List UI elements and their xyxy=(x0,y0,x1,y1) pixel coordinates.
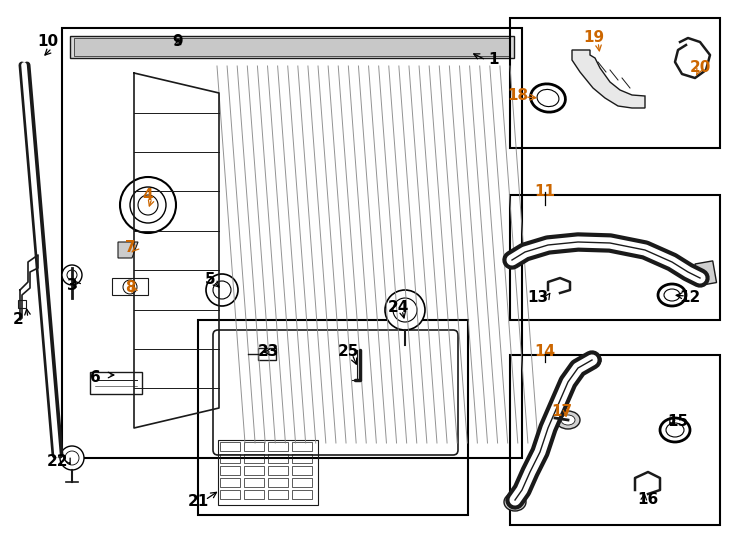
Ellipse shape xyxy=(504,493,526,511)
Bar xyxy=(70,36,514,58)
Bar xyxy=(244,442,264,451)
Circle shape xyxy=(62,265,82,285)
Text: 8: 8 xyxy=(125,280,135,295)
Text: 12: 12 xyxy=(680,291,701,306)
Ellipse shape xyxy=(537,90,559,106)
Ellipse shape xyxy=(583,353,601,367)
Bar xyxy=(18,300,26,308)
Text: 7: 7 xyxy=(125,240,135,255)
Text: 16: 16 xyxy=(637,492,658,508)
Text: 21: 21 xyxy=(187,495,208,510)
Text: 19: 19 xyxy=(584,30,605,45)
Bar xyxy=(220,466,240,475)
Text: 24: 24 xyxy=(388,300,409,315)
Bar xyxy=(220,454,240,463)
Text: 5: 5 xyxy=(205,273,215,287)
Circle shape xyxy=(60,446,84,470)
Polygon shape xyxy=(112,278,148,295)
Bar xyxy=(268,442,288,451)
Text: 25: 25 xyxy=(338,345,359,360)
Ellipse shape xyxy=(664,289,680,301)
Bar xyxy=(510,355,720,525)
Ellipse shape xyxy=(561,415,575,425)
Polygon shape xyxy=(572,50,645,108)
Circle shape xyxy=(65,451,79,465)
Bar xyxy=(258,348,276,360)
Ellipse shape xyxy=(531,84,565,112)
Ellipse shape xyxy=(660,418,690,442)
Text: 17: 17 xyxy=(551,404,573,420)
Text: 4: 4 xyxy=(142,187,153,202)
Bar xyxy=(510,18,720,148)
Circle shape xyxy=(393,298,417,322)
Bar xyxy=(244,466,264,475)
Ellipse shape xyxy=(556,411,580,429)
Bar xyxy=(292,466,312,475)
Bar xyxy=(292,454,312,463)
Text: 9: 9 xyxy=(172,35,184,50)
Circle shape xyxy=(138,195,158,215)
Text: 14: 14 xyxy=(534,345,556,360)
Bar xyxy=(268,478,288,487)
Bar xyxy=(220,490,240,499)
Text: 15: 15 xyxy=(667,415,688,429)
Circle shape xyxy=(206,274,238,306)
Bar xyxy=(510,195,720,320)
Bar xyxy=(268,466,288,475)
Text: 10: 10 xyxy=(37,35,59,50)
Circle shape xyxy=(385,290,425,330)
Bar xyxy=(244,454,264,463)
Text: 11: 11 xyxy=(534,185,556,199)
Bar xyxy=(268,454,288,463)
Bar xyxy=(292,490,312,499)
Text: 6: 6 xyxy=(90,370,101,386)
Text: 22: 22 xyxy=(47,455,69,469)
Bar xyxy=(62,28,522,458)
Polygon shape xyxy=(118,242,138,258)
Circle shape xyxy=(130,187,166,223)
Ellipse shape xyxy=(666,423,684,437)
Bar xyxy=(268,490,288,499)
Bar xyxy=(695,261,716,286)
FancyBboxPatch shape xyxy=(213,330,458,455)
Bar xyxy=(292,478,312,487)
Bar xyxy=(198,320,468,515)
Text: 3: 3 xyxy=(67,278,77,293)
Text: 1: 1 xyxy=(488,52,498,68)
Bar xyxy=(218,440,318,505)
Circle shape xyxy=(213,281,231,299)
Bar xyxy=(292,442,312,451)
Circle shape xyxy=(67,270,77,280)
Bar xyxy=(90,372,142,394)
Ellipse shape xyxy=(658,284,686,306)
Circle shape xyxy=(123,280,137,294)
Circle shape xyxy=(120,177,176,233)
Text: 18: 18 xyxy=(507,87,528,103)
Bar xyxy=(220,442,240,451)
Text: 23: 23 xyxy=(258,345,279,360)
Text: 2: 2 xyxy=(12,313,23,327)
Bar xyxy=(220,478,240,487)
Bar xyxy=(244,490,264,499)
Bar xyxy=(74,38,510,56)
Bar xyxy=(244,478,264,487)
Text: 13: 13 xyxy=(528,291,548,306)
Text: 20: 20 xyxy=(689,60,711,76)
